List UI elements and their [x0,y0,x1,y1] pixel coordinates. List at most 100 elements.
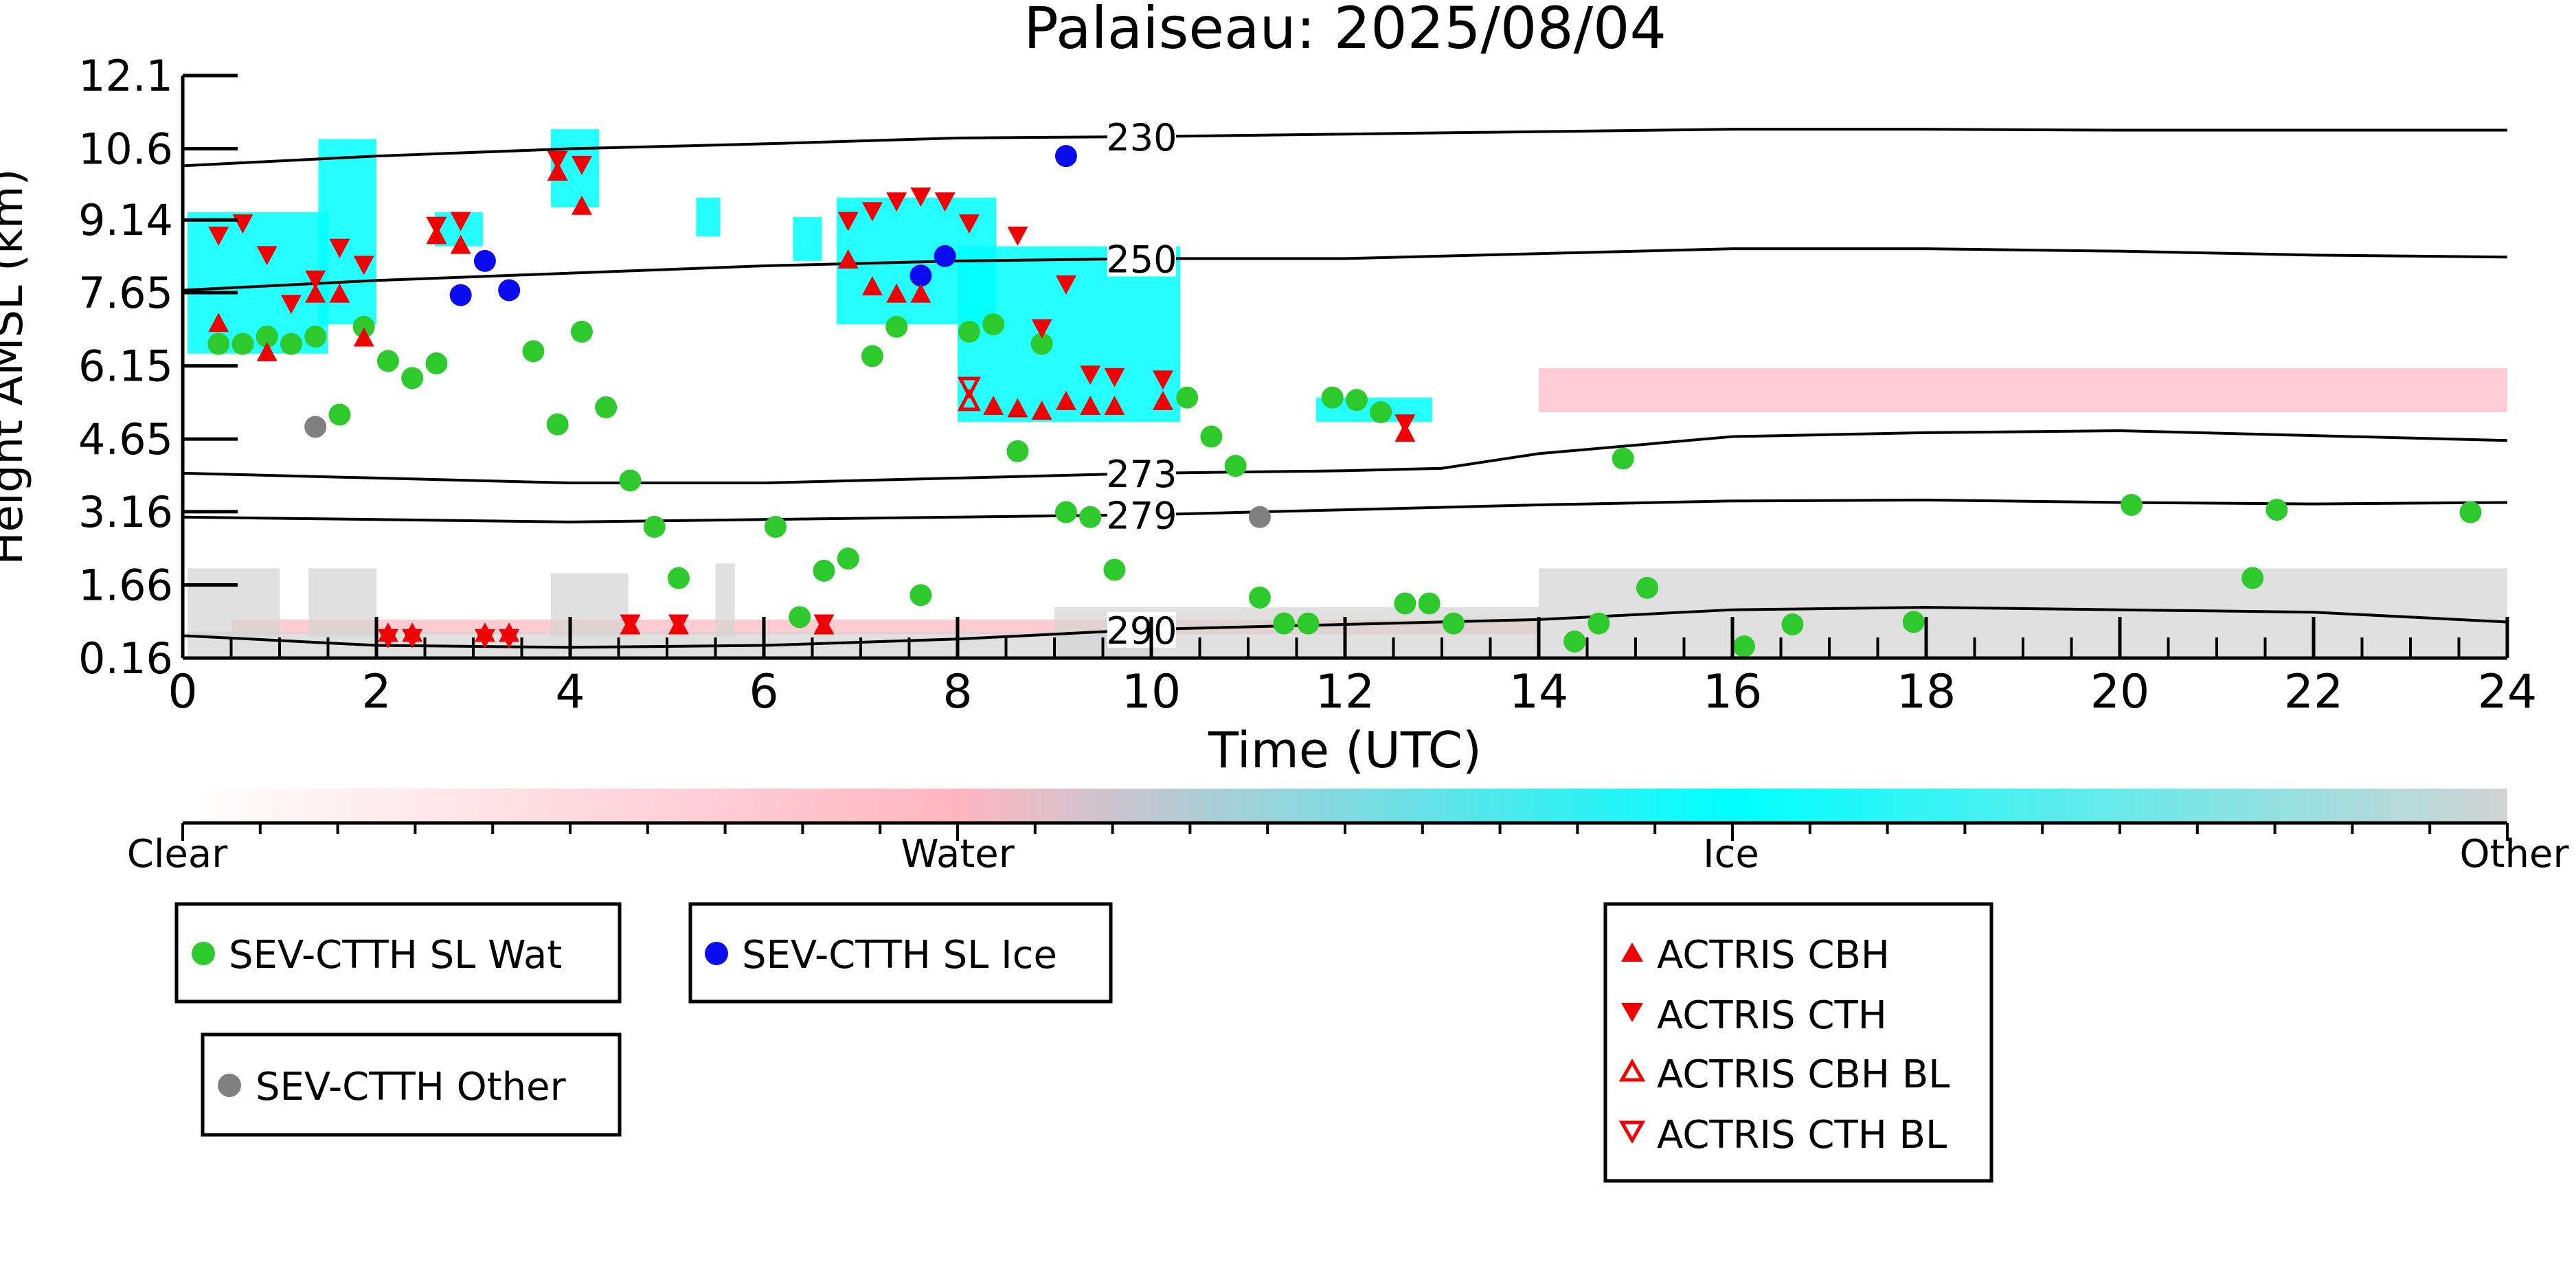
marker-actris-cbh [910,283,931,303]
marker-sev-ctth-sl-wat [1273,612,1296,635]
marker-sev-ctth-other [304,416,327,438]
legend-sev-other: SEV-CTTH Other [201,1032,622,1137]
marker-sev-ctth-sl-wat [1781,613,1804,635]
marker-sev-ctth-sl-wat [909,584,932,607]
colorbar-label-water: Water [901,832,1015,877]
marker-sev-ctth-sl-wat [280,332,302,355]
marker-actris-cbh [450,234,471,254]
marker-sev-ctth-sl-wat [1297,612,1320,635]
y-tick-label: 4.65 [78,414,173,464]
legend-label-sev-other: SEV-CTTH Other [256,1065,567,1109]
marker-actris-cbh [547,161,568,181]
marker-sev-ctth-sl-wat [231,332,254,355]
marker-sev-ctth-sl-wat [764,515,787,538]
marker-actris-cth [256,246,278,266]
marker-actris-cth [861,202,883,222]
y-axis-label: Height AMSL (km) [0,169,33,565]
x-tick-label: 18 [1897,665,1956,719]
x-axis-label: Time (UTC) [1208,721,1482,779]
marker-actris-cbh [837,249,859,269]
x-tick-label: 2 [361,665,391,719]
marker-sev-ctth-sl-wat [1636,576,1658,599]
marker-actris-cth [426,216,447,236]
marker-sev-ctth-sl-wat [2266,499,2288,521]
legend-actris: ACTRIS CBH ACTRIS CTH ACTRIS CBH BL ACTR… [1603,902,1993,1183]
marker-sev-ctth-sl-wat [1588,612,1610,635]
marker-actris-cth [1394,414,1416,434]
marker-actris-cth [377,629,398,648]
marker-actris-cbh [1007,398,1028,418]
y-tick-label: 6.15 [78,341,173,392]
y-tick-label: 12.1 [78,51,173,101]
y-tick-label: 1.66 [78,560,173,610]
marker-sev-ctth-sl-wat [789,606,811,629]
marker-sev-ctth-sl-wat [861,345,883,368]
legend-label-actris-cbh-bl: ACTRIS CBH BL [1657,1052,1950,1097]
contour-label-bg [1107,240,1176,277]
data-markers [207,145,2482,657]
marker-sev-ctth-sl-wat [2241,567,2264,589]
marker-sev-ctth-sl-wat [813,559,835,582]
marker-sev-ctth-sl-wat [1394,592,1416,615]
marker-actris-cth [910,188,931,207]
contour-line-273 [183,429,2507,485]
marker-sev-ctth-sl-ice [1054,145,1077,168]
marker-actris-cth [280,295,302,315]
marker-sev-ctth-sl-wat [643,515,666,538]
contour-label-230: 230 [1106,116,1177,159]
legend-sev-ice: SEV-CTTH SL Ice [688,902,1113,1004]
chart-title: Palaiseau: 2025/08/04 [1024,0,1667,62]
marker-sev-ctth-sl-wat [1321,386,1344,409]
marker-sev-ctth-sl-wat [982,313,1005,336]
marker-actris-cth [813,614,835,634]
cloud-mask-region-ice [793,216,822,261]
marker-sev-ctth-sl-wat [207,332,230,355]
marker-sev-ctth-sl-wat [1563,630,1586,653]
marker-actris-cbh [329,283,350,303]
contour-label-bg [1107,611,1176,648]
marker-actris-cth [305,270,326,290]
marker-sev-ctth-sl-wat [352,315,375,338]
marker-sev-ctth-sl-wat [2120,493,2143,516]
marker-sev-ctth-sl-wat [1006,440,1029,462]
marker-sev-ctth-sl-wat [1200,425,1223,448]
marker-actris-cth [886,192,907,212]
x-tick-label: 4 [555,665,585,719]
cloud-mask-region-other [550,573,629,637]
y-tick-label: 7.65 [78,268,173,318]
marker-sev-ctth-sl-wat [1345,389,1368,411]
legend-label-sev-ice: SEV-CTTH SL Ice [742,933,1057,978]
legend-marker-actris-cbh [1621,942,1643,962]
contour-line-250 [183,247,2507,292]
legend-marker-sev-ice [705,942,728,965]
marker-sev-ctth-sl-wat [522,340,545,363]
marker-actris-cth [474,629,495,648]
cloud-mask-region-other [715,563,735,637]
marker-sev-ctth-sl-wat [1248,586,1271,609]
marker-actris-cbh-bl [957,388,982,411]
colorbar-ticks [181,821,2509,841]
marker-actris-cth [547,150,568,170]
marker-sev-ctth-sl-ice [449,284,472,306]
marker-sev-ctth-sl-wat [2459,501,2482,523]
marker-actris-cth [571,155,592,175]
marker-actris-cth [1104,368,1125,387]
marker-actris-cth [1055,275,1076,295]
marker-actris-cth [499,629,520,648]
marker-actris-cbh [1152,390,1173,410]
marker-sev-ctth-other [1248,506,1271,528]
x-tick-label: 12 [1315,665,1375,719]
marker-actris-cth-bl [957,376,982,400]
contour-label-bg [1107,497,1176,533]
marker-sev-ctth-sl-wat [570,320,593,343]
marker-actris-cth [934,192,956,212]
marker-actris-cth [958,214,980,234]
contour-label-250: 250 [1106,238,1177,282]
marker-sev-ctth-sl-ice [473,249,496,272]
x-tick-label: 8 [942,665,972,719]
marker-actris-cbh [1055,390,1076,410]
marker-sev-ctth-sl-wat [958,320,980,343]
marker-actris-cth [329,238,350,258]
marker-actris-cth [1007,226,1028,246]
